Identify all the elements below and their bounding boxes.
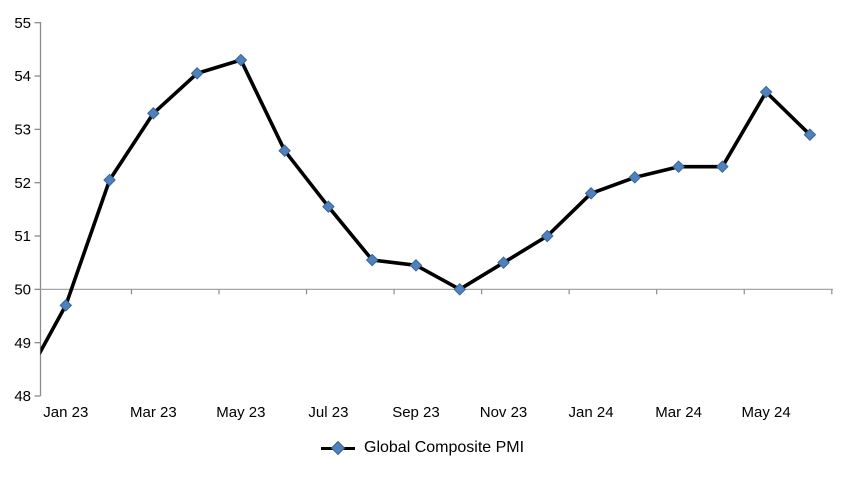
legend-diamond-marker-icon <box>330 440 346 456</box>
x-axis-label: May 23 <box>216 404 265 421</box>
legend-label: Global Composite PMI <box>364 439 525 456</box>
y-axis-label: 51 <box>14 228 31 245</box>
x-axis-label: May 24 <box>742 404 791 421</box>
y-axis-label: 54 <box>14 68 31 85</box>
y-axis-label: 48 <box>14 388 31 405</box>
x-axis-label: Jan 23 <box>43 404 88 421</box>
x-axis-label: Jul 23 <box>308 404 348 421</box>
data-point-marker <box>190 67 204 80</box>
data-point-marker <box>453 283 467 296</box>
legend-line-sample-icon <box>321 440 355 456</box>
data-point-marker <box>803 128 817 141</box>
series-group <box>40 53 817 356</box>
x-axis-label: Jan 24 <box>569 404 614 421</box>
x-axis-label: Mar 24 <box>655 404 702 421</box>
x-axis-label: Nov 23 <box>480 404 528 421</box>
data-point-marker <box>103 173 116 187</box>
y-axis-label: 49 <box>14 335 31 352</box>
x-axis-label: Sep 23 <box>392 404 440 421</box>
data-point-marker <box>147 107 160 120</box>
data-point-marker <box>234 53 248 67</box>
y-axis-label: 55 <box>14 15 31 32</box>
data-point-marker <box>409 259 423 272</box>
data-point-marker <box>540 229 554 243</box>
data-point-marker <box>584 187 598 200</box>
x-axis-label: Mar 23 <box>130 404 177 421</box>
data-point-marker <box>628 171 642 184</box>
data-point-marker <box>59 299 73 312</box>
data-point-marker <box>716 160 729 173</box>
data-point-marker <box>278 144 291 157</box>
legend: Global Composite PMI <box>321 438 524 458</box>
y-axis-label: 53 <box>14 122 31 139</box>
data-point-marker <box>365 253 379 267</box>
y-axis-label: 50 <box>14 282 31 299</box>
data-point-marker <box>672 160 685 173</box>
y-axis-label: 52 <box>14 175 31 192</box>
data-point-marker <box>322 200 335 213</box>
series-line <box>40 58 812 356</box>
data-point-marker <box>497 256 510 269</box>
data-point-marker <box>759 85 773 99</box>
